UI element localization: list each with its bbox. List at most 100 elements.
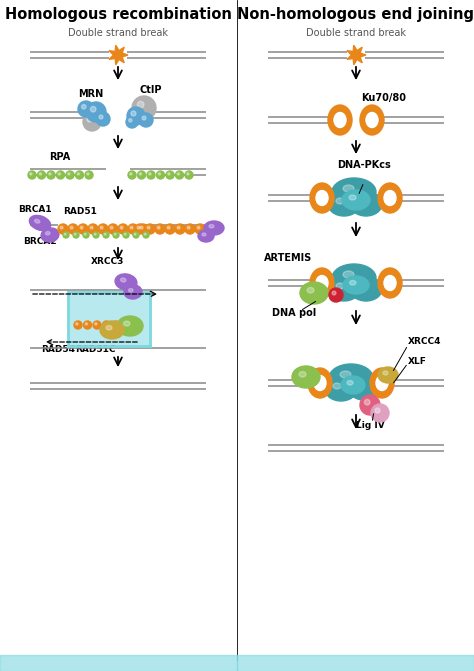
Ellipse shape: [332, 264, 376, 292]
Ellipse shape: [356, 384, 364, 389]
Circle shape: [371, 404, 389, 422]
Circle shape: [127, 107, 145, 125]
Ellipse shape: [349, 378, 379, 400]
Circle shape: [132, 96, 156, 120]
Text: XRCC4: XRCC4: [408, 336, 441, 346]
Circle shape: [96, 112, 110, 126]
Circle shape: [93, 232, 99, 238]
Ellipse shape: [328, 192, 360, 216]
Ellipse shape: [349, 280, 356, 285]
Ellipse shape: [333, 383, 341, 389]
Text: RAD54: RAD54: [41, 346, 75, 354]
Ellipse shape: [378, 183, 402, 213]
Circle shape: [175, 171, 183, 179]
Ellipse shape: [314, 376, 326, 391]
Ellipse shape: [100, 321, 124, 339]
Ellipse shape: [342, 190, 370, 210]
Circle shape: [30, 172, 32, 175]
Ellipse shape: [378, 367, 398, 383]
Circle shape: [104, 323, 107, 325]
Circle shape: [68, 224, 78, 234]
Circle shape: [168, 172, 170, 175]
Circle shape: [85, 171, 93, 179]
Text: MRN: MRN: [78, 89, 104, 99]
Circle shape: [95, 323, 97, 325]
Circle shape: [124, 234, 126, 235]
Circle shape: [47, 171, 55, 179]
Circle shape: [76, 323, 78, 325]
Circle shape: [114, 234, 116, 235]
Circle shape: [84, 234, 86, 235]
Ellipse shape: [308, 368, 332, 398]
Ellipse shape: [358, 283, 366, 289]
Text: XRCC3: XRCC3: [91, 258, 125, 266]
Ellipse shape: [329, 364, 373, 392]
Circle shape: [137, 101, 144, 108]
Circle shape: [114, 323, 116, 325]
Circle shape: [80, 226, 83, 229]
Polygon shape: [109, 45, 128, 64]
Text: BRCA1: BRCA1: [18, 205, 52, 215]
Circle shape: [58, 224, 68, 234]
Circle shape: [108, 224, 118, 234]
Text: Homologous recombination: Homologous recombination: [5, 7, 231, 21]
Circle shape: [85, 323, 88, 325]
Ellipse shape: [35, 219, 40, 223]
Ellipse shape: [336, 283, 344, 289]
Circle shape: [195, 224, 205, 234]
Circle shape: [63, 232, 69, 238]
Circle shape: [90, 226, 93, 229]
Circle shape: [155, 224, 165, 234]
Circle shape: [88, 224, 98, 234]
Circle shape: [75, 171, 83, 179]
Circle shape: [375, 408, 380, 413]
Ellipse shape: [350, 277, 382, 301]
Circle shape: [167, 226, 170, 229]
Text: BRCA2: BRCA2: [23, 238, 57, 246]
Circle shape: [185, 224, 195, 234]
Circle shape: [332, 291, 336, 295]
Ellipse shape: [343, 276, 369, 294]
Circle shape: [102, 321, 110, 329]
Ellipse shape: [360, 105, 384, 135]
Text: XLF: XLF: [408, 356, 427, 366]
Ellipse shape: [358, 198, 366, 204]
Circle shape: [98, 224, 108, 234]
Circle shape: [87, 117, 92, 122]
Circle shape: [60, 226, 63, 229]
Circle shape: [56, 171, 64, 179]
Ellipse shape: [328, 105, 352, 135]
Ellipse shape: [299, 372, 306, 377]
Circle shape: [110, 226, 113, 229]
Circle shape: [177, 226, 180, 229]
Circle shape: [70, 226, 73, 229]
Circle shape: [91, 107, 96, 112]
Circle shape: [137, 226, 140, 229]
Text: Lig IV: Lig IV: [356, 421, 384, 429]
Circle shape: [133, 232, 139, 238]
Circle shape: [175, 224, 185, 234]
Circle shape: [104, 234, 106, 235]
Circle shape: [128, 224, 138, 234]
Ellipse shape: [376, 376, 388, 391]
Ellipse shape: [106, 325, 112, 330]
Circle shape: [149, 172, 151, 175]
Circle shape: [77, 172, 80, 175]
Circle shape: [143, 232, 149, 238]
Ellipse shape: [198, 230, 214, 242]
Circle shape: [360, 395, 380, 415]
Circle shape: [128, 119, 132, 122]
Ellipse shape: [332, 178, 376, 206]
Ellipse shape: [341, 376, 365, 394]
Circle shape: [83, 232, 89, 238]
Ellipse shape: [349, 195, 356, 200]
Circle shape: [135, 224, 145, 234]
Circle shape: [66, 171, 74, 179]
Ellipse shape: [128, 289, 133, 292]
Ellipse shape: [336, 198, 344, 204]
Circle shape: [83, 113, 101, 131]
Circle shape: [74, 321, 82, 329]
Circle shape: [144, 234, 146, 235]
Circle shape: [130, 226, 133, 229]
Circle shape: [156, 171, 164, 179]
